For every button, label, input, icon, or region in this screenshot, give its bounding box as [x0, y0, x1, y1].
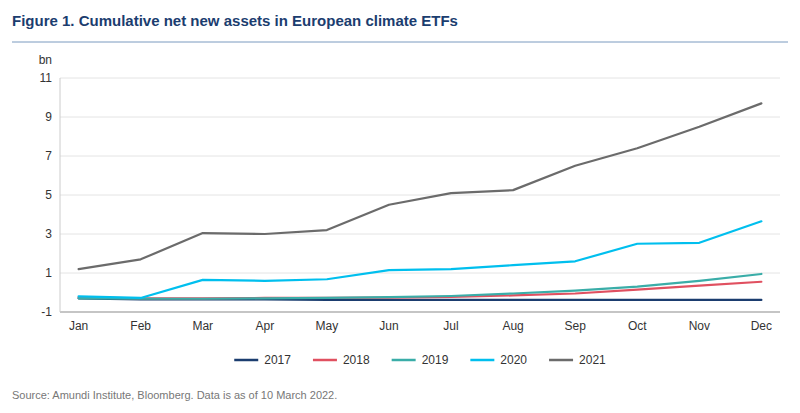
legend-item: 2017 [234, 353, 291, 367]
legend-label: 2020 [500, 353, 527, 367]
grid-line [60, 273, 780, 274]
legend-label: 2017 [264, 353, 291, 367]
y-tick-label: 9 [45, 110, 52, 124]
legend-item: 2018 [313, 353, 370, 367]
y-tick-label: 7 [45, 149, 52, 163]
grid-line [60, 156, 780, 157]
legend-item: 2021 [549, 353, 606, 367]
y-tick-label: 5 [45, 188, 52, 202]
legend-label: 2021 [579, 353, 606, 367]
x-tick-label: Oct [628, 319, 647, 333]
legend-label: 2019 [422, 353, 449, 367]
grid-line [60, 312, 780, 313]
legend-swatch [470, 359, 494, 362]
x-tick-label: May [316, 319, 339, 333]
legend-item: 2019 [392, 353, 449, 367]
grid [60, 78, 780, 312]
legend-swatch [234, 359, 258, 362]
grid-line [60, 195, 780, 196]
title-rule [12, 42, 788, 43]
title: Figure 1. Cumulative net new assets in E… [12, 12, 458, 29]
y-tick-label: 3 [45, 227, 52, 241]
series-lines [79, 103, 762, 300]
grid-line [60, 117, 780, 118]
series-line [79, 221, 762, 298]
legend-swatch [313, 359, 337, 362]
legend: 2017 2018 2019 2020 2021 [234, 353, 606, 367]
grid-line [60, 78, 780, 79]
source-note: Source: Amundi Institute, Bloomberg. Dat… [12, 389, 337, 401]
legend-swatch [392, 359, 416, 362]
y-axis-line [60, 78, 61, 312]
x-tick-label: Aug [502, 319, 523, 333]
x-tick-label: Mar [192, 319, 213, 333]
x-tick-label: Sep [564, 319, 586, 333]
x-tick-label: Nov [689, 319, 710, 333]
chart: Figure 1. Cumulative net new assets in E… [0, 0, 800, 413]
x-tick-label: Feb [130, 319, 151, 333]
x-tick-label: Jun [379, 319, 398, 333]
legend-swatch [549, 359, 573, 362]
x-axis-line [60, 312, 780, 313]
legend-item: 2020 [470, 353, 527, 367]
y-tick-label: -1 [41, 305, 52, 319]
x-tick-label: Dec [751, 319, 772, 333]
y-axis-label: bn [39, 53, 52, 67]
x-tick-label: Jan [69, 319, 88, 333]
y-tick-label: 11 [40, 71, 53, 85]
x-tick-label: Jul [443, 319, 458, 333]
grid-line [60, 234, 780, 235]
x-tick-label: Apr [255, 319, 274, 333]
y-tick-label: 1 [45, 266, 52, 280]
series-line [79, 103, 762, 269]
legend-label: 2018 [343, 353, 370, 367]
